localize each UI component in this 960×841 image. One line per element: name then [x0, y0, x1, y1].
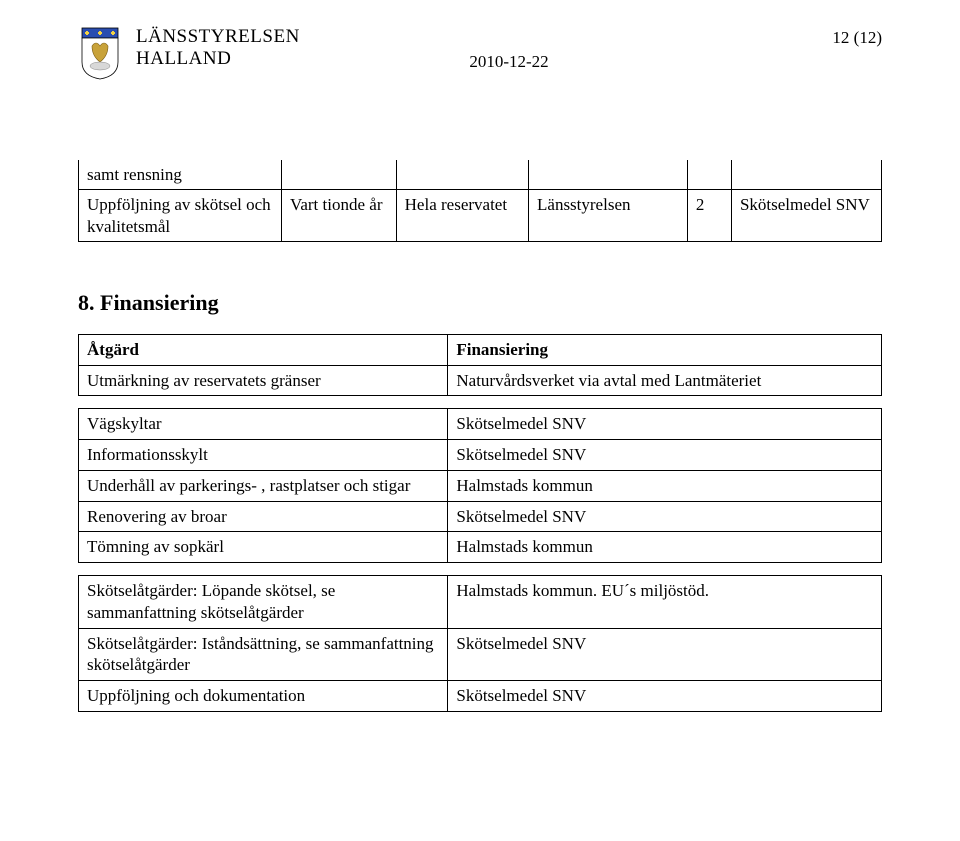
cell: Skötselmedel SNV [448, 501, 882, 532]
cell: Informationsskylt [79, 440, 448, 471]
org-name-line2: HALLAND [136, 48, 300, 70]
table-row: Tömning av sopkärl Halmstads kommun [79, 532, 882, 563]
cell: Utmärkning av reservatets gränser [79, 365, 448, 396]
cell: Underhåll av parkerings- , rastplatser o… [79, 470, 448, 501]
cell: Vart tionde år [281, 190, 396, 242]
content: samt rensning Uppföljning av skötsel och… [78, 160, 882, 712]
cell [396, 160, 528, 190]
cell: Uppföljning och dokumentation [79, 681, 448, 712]
table-row: Utmärkning av reservatets gränser Naturv… [79, 365, 882, 396]
cell: Halmstads kommun [448, 532, 882, 563]
column-header: Finansiering [448, 334, 882, 365]
cell: samt rensning [79, 160, 282, 190]
cell: Hela reservatet [396, 190, 528, 242]
cell: Tömning av sopkärl [79, 532, 448, 563]
table-row: Vägskyltar Skötselmedel SNV [79, 409, 882, 440]
cell: Halmstads kommun [448, 470, 882, 501]
cell: Skötselåtgärder: Iståndsättning, se samm… [79, 628, 448, 681]
header: LÄNSSTYRELSEN HALLAND 12 (12) 2010-12-22 [78, 26, 882, 80]
crest-icon [78, 26, 122, 80]
financing-table-c: Skötselåtgärder: Löpande skötsel, se sam… [78, 575, 882, 712]
page-number: 12 (12) [832, 28, 882, 48]
header-text: LÄNSSTYRELSEN HALLAND 12 (12) 2010-12-22 [136, 26, 882, 72]
cell: Vägskyltar [79, 409, 448, 440]
cell: Skötselmedel SNV [731, 190, 881, 242]
cell: Skötselmedel SNV [448, 681, 882, 712]
table-row: Skötselåtgärder: Löpande skötsel, se sam… [79, 576, 882, 629]
cell: Skötselmedel SNV [448, 409, 882, 440]
table-row: samt rensning [79, 160, 882, 190]
cell: Halmstads kommun. EU´s miljöstöd. [448, 576, 882, 629]
page: LÄNSSTYRELSEN HALLAND 12 (12) 2010-12-22… [0, 0, 960, 712]
cell: Skötselmedel SNV [448, 628, 882, 681]
financing-table-b: Vägskyltar Skötselmedel SNV Informations… [78, 408, 882, 563]
cell [529, 160, 688, 190]
cell: Länsstyrelsen [529, 190, 688, 242]
table-row: Uppföljning av skötsel och kvalitetsmål … [79, 190, 882, 242]
financing-table-a: Åtgärd Finansiering Utmärkning av reserv… [78, 334, 882, 397]
cell: Uppföljning av skötsel och kvalitetsmål [79, 190, 282, 242]
cell: Renovering av broar [79, 501, 448, 532]
column-header: Åtgärd [79, 334, 448, 365]
cell [687, 160, 731, 190]
table-row: Renovering av broar Skötselmedel SNV [79, 501, 882, 532]
table-row: Underhåll av parkerings- , rastplatser o… [79, 470, 882, 501]
cell [281, 160, 396, 190]
table-row: Åtgärd Finansiering [79, 334, 882, 365]
section-heading: 8. Finansiering [78, 290, 882, 316]
table-row: Informationsskylt Skötselmedel SNV [79, 440, 882, 471]
cell: Skötselmedel SNV [448, 440, 882, 471]
cell: Skötselåtgärder: Löpande skötsel, se sam… [79, 576, 448, 629]
cell: 2 [687, 190, 731, 242]
top-table: samt rensning Uppföljning av skötsel och… [78, 160, 882, 242]
org-name-line1: LÄNSSTYRELSEN [136, 26, 300, 48]
cell [731, 160, 881, 190]
cell: Naturvårdsverket via avtal med Lantmäter… [448, 365, 882, 396]
table-row: Uppföljning och dokumentation Skötselmed… [79, 681, 882, 712]
table-row: Skötselåtgärder: Iståndsättning, se samm… [79, 628, 882, 681]
